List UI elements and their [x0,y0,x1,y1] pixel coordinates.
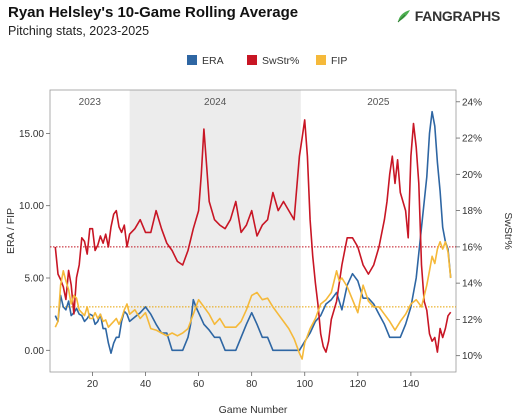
season-label-2023: 2023 [79,97,102,108]
logo-text: FANGRAPHS [414,8,501,24]
y-right-tick-label: 24% [462,97,482,108]
x-tick-label: 100 [296,379,313,390]
x-tick-label: 140 [403,379,420,390]
y-left-tick-label: 5.00 [25,274,45,285]
x-tick-label: 20 [87,379,99,390]
y-left-axis-label: ERA / FIP [5,208,17,254]
season-label-2024: 2024 [204,97,227,108]
y-left-tick-label: 15.00 [19,129,44,140]
legend-swatch-swstrpct [247,55,257,65]
plot-frame [49,89,457,373]
y-right-axis-label: SwStr% [502,212,512,249]
x-tick-label: 80 [246,379,258,390]
legend-swatch-era [187,55,197,65]
series-line-era [54,110,452,354]
x-tick-label: 40 [140,379,152,390]
y-right-tick-label: 14% [462,279,482,290]
y-left-tick-label: 0.00 [25,346,45,357]
series-line-fip [54,241,452,360]
legend-label-era: ERA [202,55,224,67]
y-right-tick-label: 16% [462,242,482,253]
y-right-tick-label: 22% [462,134,482,145]
chart-title: Ryan Helsley's 10-Game Rolling Average [8,4,299,21]
season-label-2025: 2025 [367,97,390,108]
x-axis-label: Game Number [219,404,288,416]
fangraphs-leaf-icon [397,10,410,23]
y-right-tick-label: 18% [462,206,482,217]
season-band-2024 [129,90,301,372]
fangraphs-logo: FANGRAPHS [396,8,500,24]
y-right-tick-label: 10% [462,351,482,362]
x-tick-label: 60 [193,379,205,390]
y-right-tick-label: 12% [462,315,482,326]
y-left-tick-label: 10.00 [19,201,44,212]
x-tick-label: 120 [349,379,366,390]
series-line-swstrpct [54,119,452,353]
legend-swatch-fip [316,55,326,65]
chart-subtitle: Pitching stats, 2023-2025 [8,24,150,38]
legend-label-swstrpct: SwStr% [262,55,299,67]
y-right-tick-label: 20% [462,170,482,181]
legend-label-fip: FIP [331,55,347,67]
